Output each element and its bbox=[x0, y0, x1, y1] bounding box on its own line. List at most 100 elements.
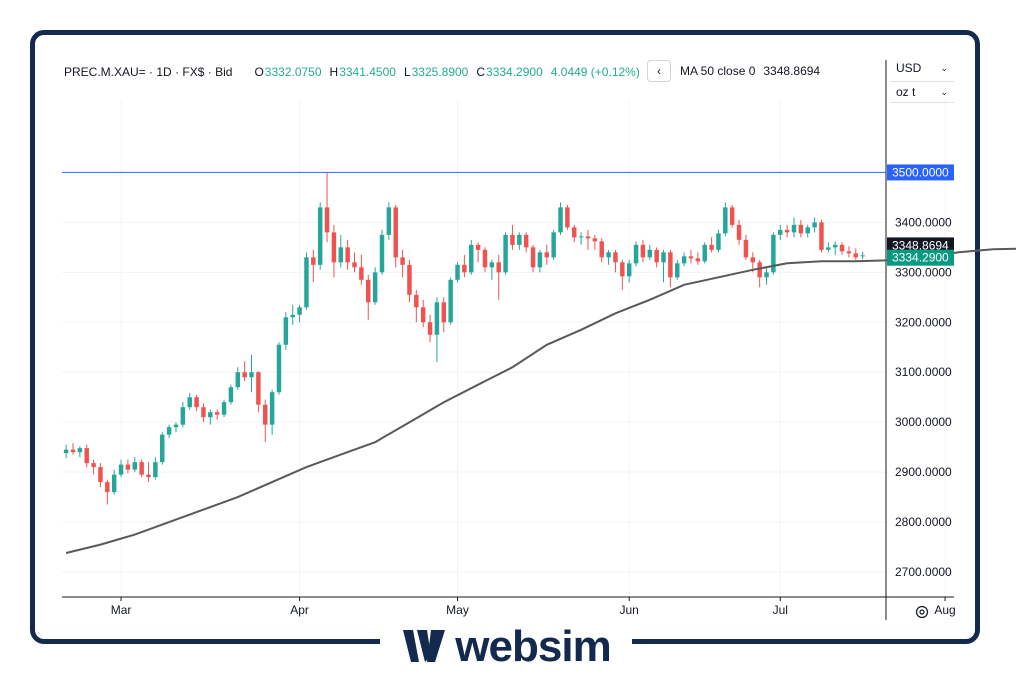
candle bbox=[235, 367, 241, 390]
candle bbox=[716, 229, 721, 253]
candle-body bbox=[434, 302, 440, 335]
candle-body bbox=[139, 462, 144, 475]
candle-body bbox=[263, 404, 268, 425]
currency-value: USD bbox=[896, 61, 922, 75]
candle bbox=[640, 239, 646, 263]
horizontal-line-tag: 3500.0000 bbox=[887, 164, 954, 181]
candle bbox=[153, 457, 158, 480]
candle bbox=[420, 299, 426, 328]
candle bbox=[208, 409, 213, 425]
x-tick-label: May bbox=[446, 603, 469, 617]
x-tick-label: Jul bbox=[773, 603, 788, 617]
y-tick-label: 3000.0000 bbox=[895, 415, 952, 429]
settings-icon[interactable] bbox=[914, 604, 930, 620]
candle-body bbox=[372, 272, 378, 303]
candle-body bbox=[462, 264, 467, 273]
candle bbox=[764, 267, 769, 285]
candle bbox=[393, 204, 398, 268]
candle-body bbox=[283, 317, 289, 345]
candle-body bbox=[517, 234, 522, 245]
candle-body bbox=[77, 448, 83, 453]
candle bbox=[427, 314, 433, 343]
candle bbox=[826, 242, 831, 253]
candle-body bbox=[386, 207, 392, 235]
candle bbox=[626, 259, 632, 283]
candle-body bbox=[235, 372, 241, 388]
candle bbox=[606, 249, 611, 265]
candle-body bbox=[489, 262, 495, 268]
candle bbox=[510, 224, 515, 250]
candle bbox=[331, 224, 337, 278]
candle-body bbox=[771, 234, 776, 273]
candle bbox=[565, 204, 570, 230]
moving-average-layer bbox=[65, 247, 1016, 554]
candle-body bbox=[180, 407, 186, 425]
candle bbox=[173, 422, 179, 433]
candle-body bbox=[640, 244, 646, 258]
candle bbox=[523, 232, 529, 253]
symbol-label: PREC.M.XAU= bbox=[64, 65, 146, 79]
ma-legend[interactable]: MA 50 close 0 3348.8694 bbox=[680, 64, 820, 78]
horizontal-line-tag-bg bbox=[887, 164, 954, 181]
candle-body bbox=[688, 256, 694, 259]
candle-body bbox=[565, 207, 570, 228]
candle bbox=[221, 399, 227, 418]
candle bbox=[654, 247, 659, 268]
candle-body bbox=[743, 239, 749, 258]
candle-body bbox=[661, 252, 666, 263]
candle-body bbox=[317, 207, 323, 265]
candle-body bbox=[393, 207, 398, 258]
candle bbox=[111, 469, 117, 495]
candle-body bbox=[228, 387, 234, 403]
close-value: 3334.2900 bbox=[486, 65, 543, 79]
candle-body bbox=[420, 307, 426, 323]
last-price-tag-text: 3334.2900 bbox=[892, 251, 949, 265]
y-tick-label: 2700.0000 bbox=[895, 565, 952, 579]
candle bbox=[839, 242, 845, 255]
candle bbox=[620, 259, 625, 290]
x-tick-label: Jun bbox=[620, 603, 639, 617]
candle-body bbox=[146, 474, 151, 478]
collapse-legend-button[interactable]: ‹ bbox=[647, 60, 671, 82]
x-tick-label: Aug bbox=[934, 603, 955, 617]
ma-value: 3348.8694 bbox=[763, 64, 821, 78]
candle bbox=[304, 252, 309, 310]
candle-body bbox=[729, 207, 735, 225]
chart-header: PREC.M.XAU= · 1D · FX$ · Bid O 3332.0750 … bbox=[64, 62, 640, 82]
candle bbox=[407, 259, 412, 303]
candle-body bbox=[269, 392, 275, 425]
candle-body bbox=[668, 252, 673, 278]
symbol-info[interactable]: PREC.M.XAU= · 1D · FX$ · Bid bbox=[64, 65, 233, 79]
ma-value-tag-text: 3348.8694 bbox=[892, 238, 949, 252]
y-tick-label: 3100.0000 bbox=[895, 365, 952, 379]
candle bbox=[695, 252, 701, 265]
currency-select[interactable]: USD ⌄ bbox=[890, 57, 954, 79]
unit-value: oz t bbox=[896, 85, 916, 99]
candle-body bbox=[832, 244, 838, 248]
candle bbox=[599, 238, 604, 263]
candle-body bbox=[784, 229, 790, 233]
close-label: C bbox=[476, 65, 486, 79]
websim-watermark: websim bbox=[380, 622, 632, 672]
candle bbox=[359, 254, 364, 285]
candle-body bbox=[132, 462, 138, 470]
candle-body bbox=[723, 207, 728, 234]
candle bbox=[675, 259, 680, 280]
y-tick-label: 2900.0000 bbox=[895, 465, 952, 479]
unit-select[interactable]: oz t ⌄ bbox=[890, 81, 954, 103]
candle-body bbox=[379, 234, 385, 273]
candle-body bbox=[846, 251, 852, 254]
high-label: H bbox=[329, 65, 339, 79]
candle bbox=[798, 219, 804, 238]
candle bbox=[791, 217, 797, 238]
candle-body bbox=[187, 397, 192, 408]
candle bbox=[70, 443, 76, 455]
candle-body bbox=[242, 372, 247, 378]
candle-body bbox=[681, 256, 687, 264]
candle-body bbox=[750, 257, 756, 263]
candle bbox=[860, 251, 865, 260]
candle bbox=[379, 229, 385, 275]
candle bbox=[269, 389, 275, 435]
